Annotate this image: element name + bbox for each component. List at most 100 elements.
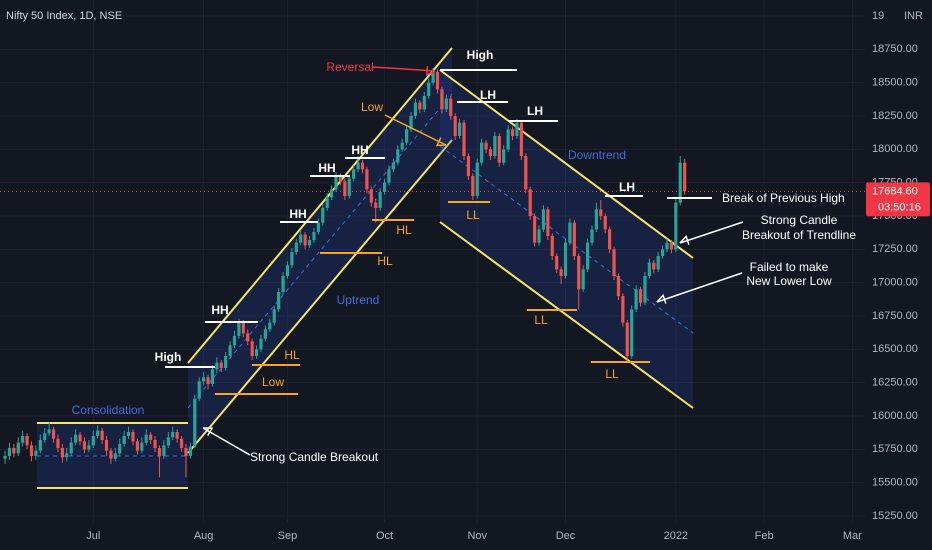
- candle-body: [621, 296, 625, 323]
- candle-body: [427, 82, 431, 96]
- candle-body: [91, 436, 95, 446]
- candle-body: [113, 453, 117, 459]
- candle-body: [519, 122, 523, 156]
- annotation-label: LH: [480, 88, 496, 102]
- candle-body: [652, 262, 656, 270]
- annotation-label: New Lower Low: [746, 274, 832, 288]
- channel-line: [187, 47, 453, 364]
- candle-body: [466, 156, 471, 176]
- x-tick-label: Feb: [755, 530, 774, 542]
- candle-body: [550, 236, 554, 256]
- candle-body: [303, 234, 307, 246]
- candle-body: [157, 448, 162, 456]
- annotation-label: HH: [211, 303, 228, 317]
- candle-body: [585, 242, 590, 270]
- candle-body: [294, 242, 298, 252]
- candle-body: [537, 229, 541, 243]
- candle-body: [515, 122, 519, 136]
- candle-body: [559, 269, 563, 276]
- candle-body: [343, 181, 347, 196]
- candle-body: [409, 116, 413, 130]
- price-axis-bg: [865, 0, 932, 550]
- annotation-label: HH: [289, 207, 306, 221]
- candle-body: [65, 453, 69, 458]
- annotation-label: HL: [284, 348, 300, 362]
- candle-body: [228, 345, 232, 356]
- annotations: Consolidation Strong Candle Breakout High H…: [72, 48, 857, 550]
- annotation-label: LH: [619, 180, 635, 194]
- candle-body: [647, 262, 651, 276]
- annotation-label: High: [467, 48, 494, 62]
- candle-body: [669, 242, 674, 250]
- candle-body: [334, 176, 338, 190]
- candle-body: [82, 441, 87, 450]
- annotation-label: HL: [377, 254, 393, 268]
- candle-body: [493, 136, 497, 156]
- candles: [3, 68, 687, 478]
- candle-body: [25, 436, 29, 446]
- candle-body: [38, 440, 42, 451]
- candle-body: [502, 149, 506, 163]
- candle-body: [391, 162, 395, 170]
- candle-body: [135, 441, 140, 451]
- arrow: [202, 427, 251, 456]
- candle-body: [188, 446, 192, 456]
- candle-body: [316, 222, 320, 232]
- arrow-head: [679, 234, 690, 245]
- candle-body: [405, 129, 409, 143]
- candle-body: [510, 129, 515, 136]
- last-price-tag: [866, 182, 930, 217]
- annotation-label: LL: [466, 208, 480, 222]
- candle-body: [453, 116, 457, 136]
- y-tick-label: 18250.00: [872, 110, 918, 122]
- annotation-label: Breakout of Trendline: [742, 228, 856, 242]
- candle-body: [281, 276, 285, 292]
- candle-body: [634, 289, 638, 310]
- candle-body: [581, 269, 585, 290]
- candle-body: [656, 256, 660, 270]
- candle-body: [126, 432, 131, 436]
- candle-body: [307, 240, 312, 246]
- candle-body: [325, 197, 329, 208]
- candle-body: [78, 434, 82, 442]
- candle-body: [444, 98, 448, 110]
- y-tick-label: 19: [872, 10, 884, 22]
- candle-body: [43, 433, 47, 440]
- candle-body: [603, 216, 607, 230]
- candle-body: [568, 222, 572, 243]
- x-tick-label: Nov: [467, 530, 487, 542]
- candle-body: [678, 162, 682, 203]
- currency: INR: [904, 10, 923, 22]
- candle-body: [193, 398, 197, 447]
- chart-title: Nifty 50 Index, 1D, NSE: [6, 10, 122, 22]
- candle-body: [153, 440, 157, 448]
- candle-body: [171, 432, 175, 438]
- y-tick-label: 16000.00: [872, 410, 918, 422]
- candle-body: [219, 362, 223, 368]
- annotation-label: Downtrend: [568, 148, 626, 162]
- y-tick-label: 15250.00: [872, 510, 918, 522]
- candle-body: [237, 322, 241, 336]
- annotation-label: HL: [396, 223, 412, 237]
- x-tick-label: 2022: [664, 530, 688, 542]
- uptrend-channel: [188, 48, 452, 453]
- candle-body: [3, 456, 7, 459]
- x-tick-label: Aug: [194, 530, 214, 542]
- candle-body: [422, 96, 426, 110]
- candle-body: [369, 189, 373, 203]
- candle-body: [21, 436, 25, 443]
- candle-body: [431, 72, 435, 83]
- candle-body: [457, 122, 462, 136]
- candle-body: [674, 202, 678, 250]
- candle-body: [360, 162, 365, 170]
- candle-body: [665, 242, 669, 250]
- candle-body: [480, 142, 484, 163]
- candle-body: [250, 341, 254, 356]
- candle-body: [74, 434, 78, 443]
- candle-body: [56, 438, 60, 448]
- candle-body: [599, 209, 603, 216]
- candle-body: [365, 169, 369, 190]
- last-price-label: 17684.60: [872, 185, 918, 197]
- candle-body: [528, 189, 532, 216]
